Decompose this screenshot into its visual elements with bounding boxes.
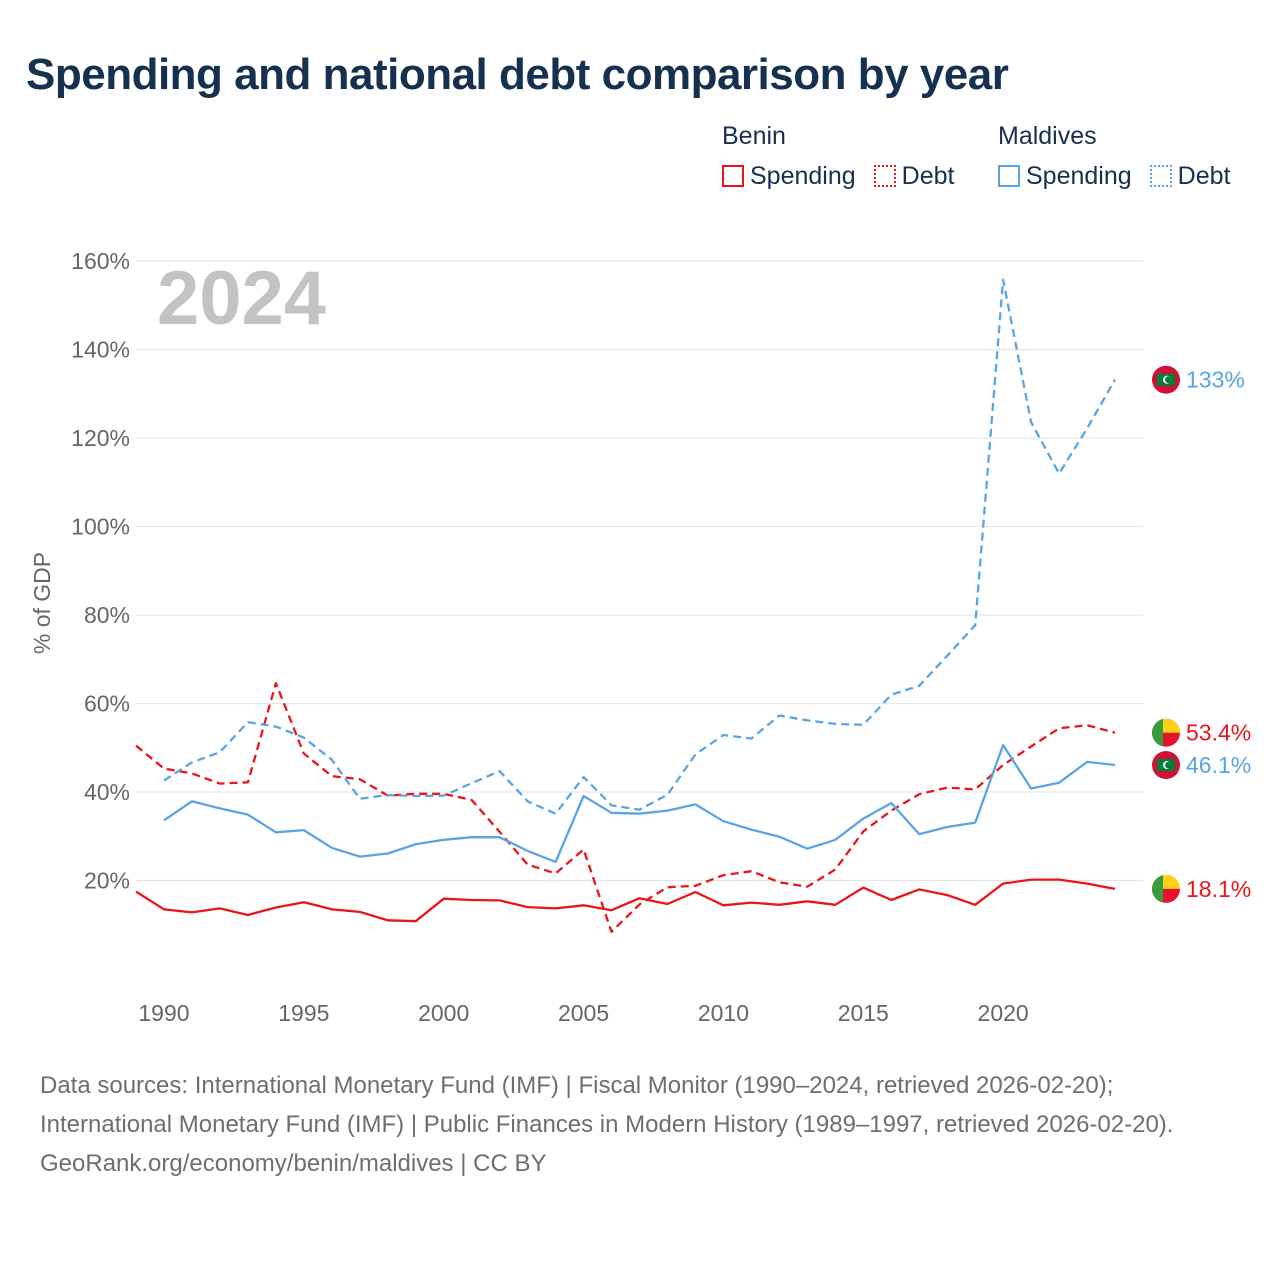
series-lines xyxy=(135,278,1116,933)
series-line-maldives-debt[interactable] xyxy=(163,278,1116,815)
series-line-benin-spending[interactable] xyxy=(135,878,1116,923)
series-line-benin-debt[interactable] xyxy=(135,682,1116,933)
legend-country-benin: Benin xyxy=(722,122,786,150)
legend-country-maldives: Maldives xyxy=(998,122,1097,150)
flag-maldives-icon xyxy=(1152,365,1180,394)
legend-item-maldives-debt[interactable]: Debt xyxy=(1149,161,1231,191)
legend-label: Debt xyxy=(1177,161,1231,190)
x-tick-label: 2005 xyxy=(558,1000,609,1026)
grid-lines xyxy=(136,260,1143,882)
y-tick-label: 40% xyxy=(84,779,130,805)
chart-title: Spending and national debt comparison by… xyxy=(26,50,1009,99)
x-tick-label: 1995 xyxy=(278,1000,329,1026)
footer: Data sources: International Monetary Fun… xyxy=(40,1066,1240,1183)
y-tick-label: 20% xyxy=(84,868,130,894)
x-tick-label: 1990 xyxy=(138,1000,189,1026)
end-value-label: 46.1% xyxy=(1186,752,1251,778)
flag-maldives-icon xyxy=(1152,751,1180,780)
end-marker-maldives-spending: 46.1% xyxy=(1152,751,1251,780)
legend-benin: Benin Spending Debt xyxy=(722,122,972,196)
series-end-labels: 18.1% 53.4% 46.1% 133% xyxy=(1152,365,1251,903)
y-tick-label: 140% xyxy=(71,337,130,363)
legend-swatch-dotted xyxy=(873,165,896,187)
y-tick-label: 120% xyxy=(71,425,130,451)
legend-item-maldives-spending[interactable]: Spending xyxy=(998,162,1132,191)
legend-swatch-dotted xyxy=(1149,165,1172,187)
end-value-label: 53.4% xyxy=(1186,720,1251,746)
legend-item-benin-debt[interactable]: Debt xyxy=(873,161,955,191)
y-tick-label: 100% xyxy=(71,514,130,540)
legend-item-benin-spending[interactable]: Spending xyxy=(722,162,856,191)
y-tick-label: 80% xyxy=(84,602,130,628)
series-line-maldives-spending[interactable] xyxy=(163,743,1116,864)
y-tick-label: 60% xyxy=(84,691,130,717)
legend-label: Spending xyxy=(1026,161,1132,190)
data-sources: Data sources: International Monetary Fun… xyxy=(40,1072,1174,1138)
end-marker-maldives-debt: 133% xyxy=(1152,365,1245,394)
end-value-label: 18.1% xyxy=(1186,876,1251,902)
legend-maldives: Maldives Spending Debt xyxy=(998,122,1248,196)
year-watermark: 2024 xyxy=(157,256,326,341)
end-marker-benin-debt: 53.4% xyxy=(1152,718,1251,747)
end-marker-benin-spending: 18.1% xyxy=(1152,874,1251,903)
legend-swatch-solid xyxy=(998,165,1020,187)
x-axis-ticks: 1990 1995 2000 2005 2010 2015 2020 xyxy=(138,1000,1028,1026)
end-value-label: 133% xyxy=(1186,367,1245,393)
y-tick-label: 160% xyxy=(71,248,130,274)
x-tick-label: 2015 xyxy=(838,1000,889,1026)
attribution-link[interactable]: GeoRank.org/economy/benin/maldives | CC … xyxy=(40,1150,547,1177)
x-tick-label: 2010 xyxy=(698,1000,749,1026)
flag-benin-icon xyxy=(1152,718,1180,747)
y-axis-label: % of GDP xyxy=(29,552,55,654)
legend-label: Spending xyxy=(750,161,856,190)
flag-benin-icon xyxy=(1152,874,1180,903)
legend-swatch-solid xyxy=(722,165,744,187)
x-tick-label: 2000 xyxy=(418,1000,469,1026)
x-tick-label: 2020 xyxy=(978,1000,1029,1026)
line-chart: 2024 20%40%60%80%100%120%140%160% 1990 19… xyxy=(29,248,1251,1026)
y-axis-ticks: 20% 40% 60% 80% 100% 120% 140% 160% xyxy=(71,248,130,893)
legend-label: Debt xyxy=(901,161,955,190)
